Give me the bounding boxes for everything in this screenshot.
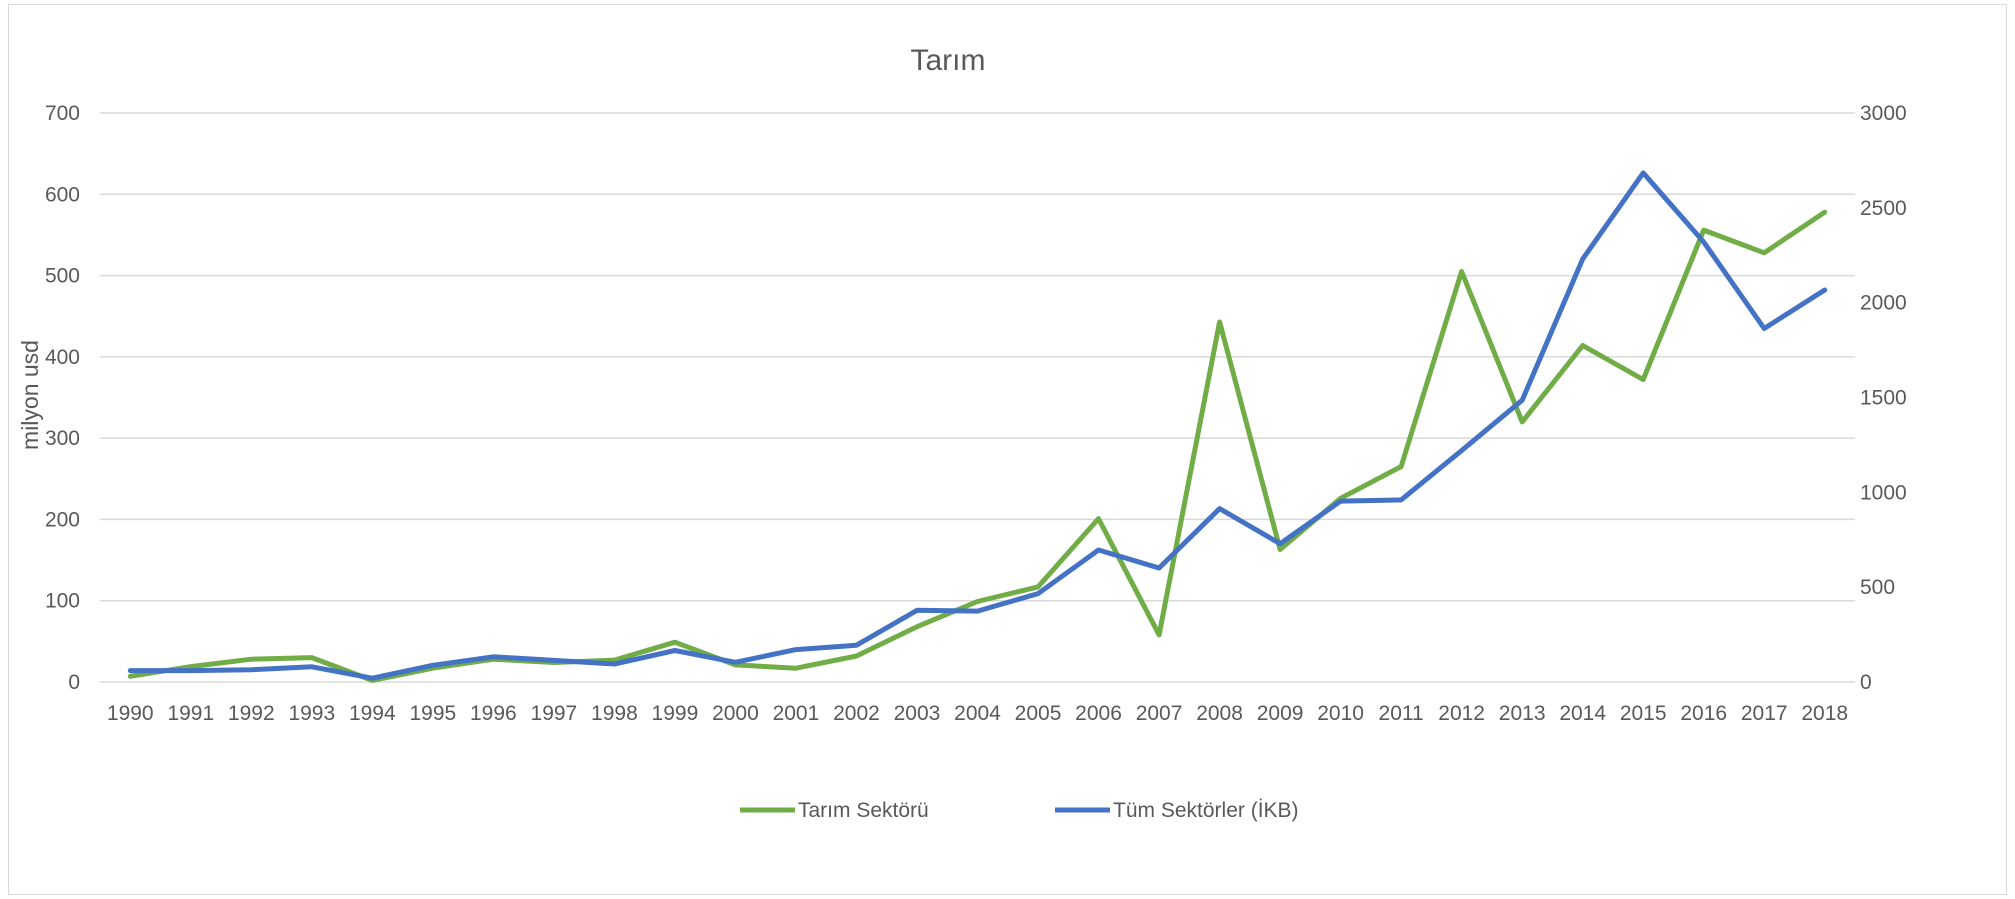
y-tick-label: 0: [68, 671, 80, 694]
x-tick-label: 1992: [228, 702, 275, 725]
chart-title: Tarım: [911, 44, 986, 77]
y-tick-label: 500: [45, 265, 80, 288]
legend-item: Tarım Sektörü: [740, 799, 929, 822]
y2-tick-label: 3000: [1860, 102, 1907, 125]
x-tick-label: 2005: [1015, 702, 1062, 725]
x-tick-label: 2001: [773, 702, 820, 725]
x-tick-label: 1993: [288, 702, 335, 725]
x-tick-label: 2008: [1196, 702, 1243, 725]
x-tick-label: 2014: [1559, 702, 1606, 725]
y2-tick-label: 1500: [1860, 387, 1907, 410]
y-tick-label: 300: [45, 427, 80, 450]
x-tick-label: 1998: [591, 702, 638, 725]
series-line-1: [127, 209, 1828, 683]
x-tick-label: 2015: [1620, 702, 1667, 725]
x-tick-label: 1996: [470, 702, 517, 725]
x-tick-label: 2018: [1801, 702, 1848, 725]
x-tick-label: 1991: [167, 702, 214, 725]
x-tick-label: 2006: [1075, 702, 1122, 725]
x-axis-ticks: 1990 1991 1992 1993 1994 1995 1996 1997 1998 1999…: [107, 702, 1848, 725]
legend: Tarım Sektörü Tüm Sektörler (İKB): [740, 799, 1299, 822]
y-tick-label: 200: [45, 508, 80, 531]
x-tick-label: 2007: [1136, 702, 1183, 725]
y2-tick-label: 2500: [1860, 197, 1907, 220]
legend-item: Tüm Sektörler (İKB): [1055, 799, 1299, 822]
x-tick-label: 1994: [349, 702, 396, 725]
legend-label: Tüm Sektörler (İKB): [1113, 799, 1299, 822]
x-tick-label: 2017: [1741, 702, 1788, 725]
x-tick-label: 2010: [1317, 702, 1364, 725]
x-tick-label: 1999: [652, 702, 699, 725]
chart-frame: [8, 4, 2007, 895]
y2-tick-label: 500: [1860, 576, 1895, 599]
x-tick-label: 2009: [1257, 702, 1304, 725]
x-tick-label: 2002: [833, 702, 880, 725]
x-tick-label: 2004: [954, 702, 1001, 725]
y2-tick-label: 1000: [1860, 481, 1907, 504]
x-tick-label: 1997: [531, 702, 578, 725]
x-tick-label: 2013: [1499, 702, 1546, 725]
x-tick-label: 2012: [1438, 702, 1485, 725]
x-tick-label: 1995: [409, 702, 456, 725]
y2-axis-ticks: 0 500 1000 1500 2000 2500 3000: [1860, 102, 1907, 694]
y-tick-label: 700: [45, 102, 80, 125]
y-tick-label: 100: [45, 590, 80, 613]
y2-tick-label: 0: [1860, 671, 1872, 694]
y-axis-label: milyon usd: [17, 340, 43, 450]
x-tick-label: 2011: [1379, 702, 1424, 725]
x-tick-label: 2016: [1680, 702, 1727, 725]
gridlines: [100, 112, 1855, 683]
x-tick-label: 1990: [107, 702, 154, 725]
legend-label: Tarım Sektörü: [798, 799, 929, 822]
x-tick-label: 2000: [712, 702, 759, 725]
y2-tick-label: 2000: [1860, 292, 1907, 315]
y-axis-ticks: 0 100 200 300 400 500 600 700: [45, 102, 80, 694]
y-tick-label: 400: [45, 346, 80, 369]
x-tick-label: 2003: [894, 702, 941, 725]
series-lines: [127, 170, 1828, 683]
y-tick-label: 600: [45, 183, 80, 206]
series-line-2: [127, 170, 1828, 681]
